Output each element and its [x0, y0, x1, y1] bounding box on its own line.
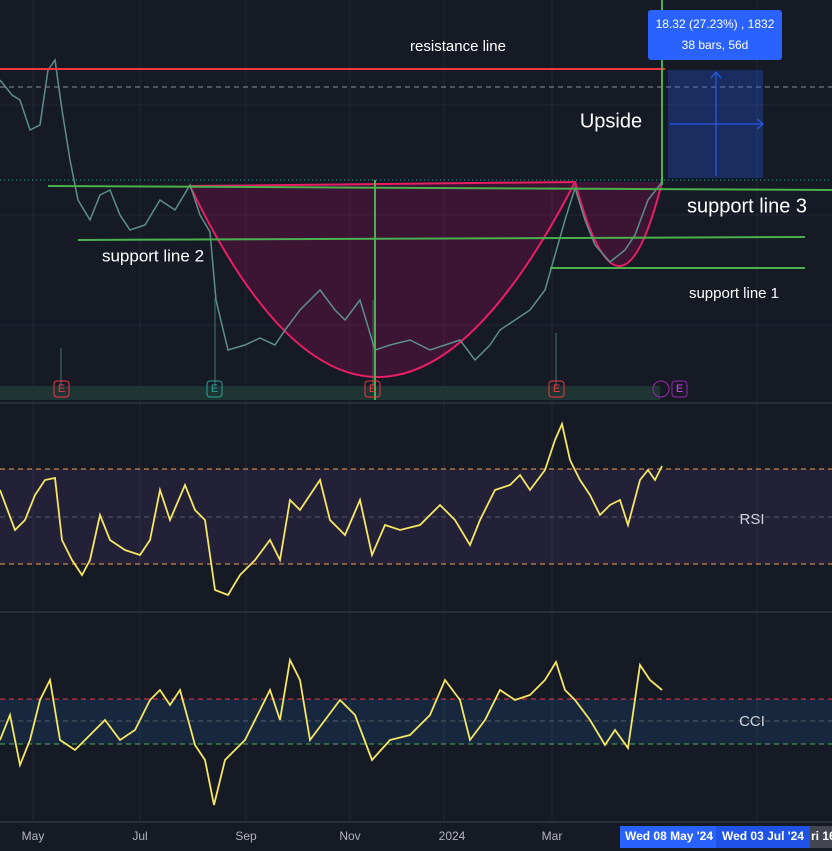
support2-label: support line 2: [102, 246, 204, 265]
measure-line-1: 18.32 (27.23%) , 1832: [656, 17, 775, 31]
support-line-2: [77, 236, 806, 241]
event: E: [553, 383, 560, 395]
cursor-label: Wed 03 Jul '24: [722, 829, 804, 843]
rsi-label: RSI: [739, 511, 764, 528]
cursor-range-end: [716, 826, 810, 848]
support-line-3: [47, 185, 832, 191]
pane-separators: [0, 402, 832, 823]
event: E: [369, 383, 376, 395]
x-tick-label: Mar: [542, 829, 563, 843]
support3-label: support line 3: [687, 195, 807, 217]
x-tick-label: Sep: [235, 829, 257, 843]
cursor-next: [810, 826, 832, 848]
x-axis: May Jul Sep Nov 2024 Mar: [22, 829, 563, 843]
measure-line-2: 38 bars, 56d: [682, 38, 749, 52]
volume: [0, 298, 660, 400]
cci-label: CCI: [739, 713, 765, 730]
x-tick-label: 2024: [439, 829, 466, 843]
x-tick-label: May: [22, 829, 45, 843]
price: [0, 58, 663, 362]
event: E: [676, 383, 683, 395]
projection-arrows: [670, 71, 764, 176]
x-tick-label: Nov: [339, 829, 360, 843]
resistance-label: resistance line: [410, 38, 506, 55]
rsi-line: [0, 421, 663, 597]
grid: [0, 0, 832, 822]
events: E E E E E: [53, 380, 688, 398]
cursor-label: ri 16: [811, 829, 832, 843]
measure-box: [648, 10, 782, 60]
cci-line: [0, 657, 663, 806]
event: E: [58, 383, 65, 395]
upside-label: Upside: [580, 110, 642, 132]
cursor-label: Wed 08 May '24: [625, 829, 713, 843]
event: E: [211, 383, 218, 395]
support1-label: support line 1: [689, 285, 779, 302]
handle: [574, 181, 663, 267]
x-tick-label: Jul: [132, 829, 147, 843]
